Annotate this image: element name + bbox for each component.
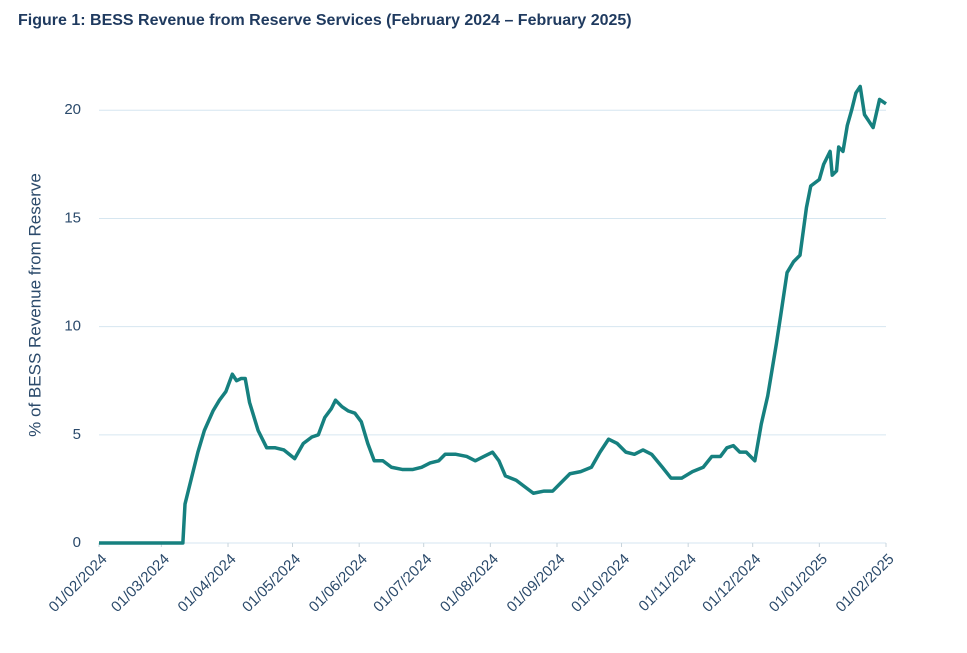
y-tick-label: 5 xyxy=(73,426,81,443)
x-tick-label: 01/01/2025 xyxy=(766,551,831,616)
y-tick-label: 15 xyxy=(64,209,81,226)
x-tick-label: 01/11/2024 xyxy=(635,551,699,615)
data-line xyxy=(99,84,887,545)
y-tick-label: 20 xyxy=(64,101,81,118)
y-tick-label: 0 xyxy=(73,534,81,551)
x-tick-label: 01/07/2024 xyxy=(370,551,435,616)
x-tick-label: 01/03/2024 xyxy=(108,551,173,616)
x-tick-label: 01/12/2024 xyxy=(699,551,764,616)
x-tick-label: 01/02/2025 xyxy=(833,551,898,616)
chart-title: Figure 1: BESS Revenue from Reserve Serv… xyxy=(18,12,632,29)
x-tick-label: 01/10/2024 xyxy=(568,551,633,616)
x-tick-label: 01/05/2024 xyxy=(239,551,304,616)
y-tick-label: 10 xyxy=(64,318,81,335)
x-tick-label: 01/02/2024 xyxy=(46,551,111,616)
y-axis-label: % of BESS Revenue from Reserve xyxy=(25,173,44,437)
x-tick-label: 01/04/2024 xyxy=(175,551,240,616)
x-tick-label: 01/08/2024 xyxy=(437,551,502,616)
x-tick-label: 01/06/2024 xyxy=(306,551,371,616)
x-tick-label: 01/09/2024 xyxy=(504,551,569,616)
